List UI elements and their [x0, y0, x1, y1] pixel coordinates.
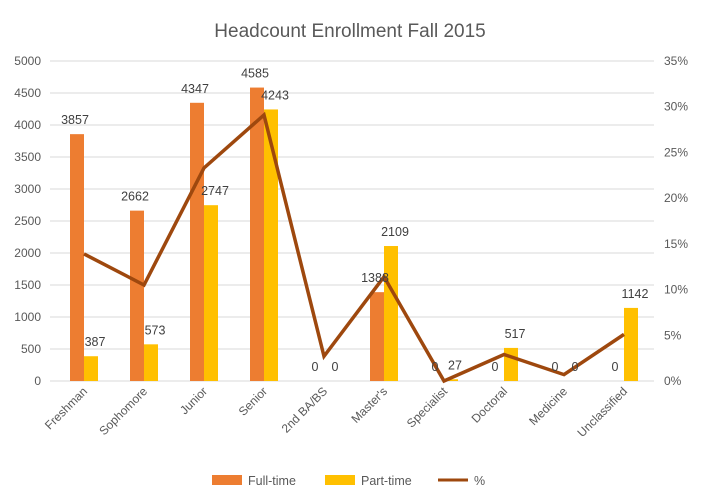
y-tick-label: 0	[34, 374, 41, 388]
y-tick-label: 2000	[14, 246, 41, 260]
x-tick-label: Sophomore	[96, 384, 150, 438]
data-label-part-time: 2747	[201, 184, 229, 198]
x-tick-label: Medicine	[526, 384, 570, 428]
data-label-part-time: 1142	[622, 287, 649, 301]
y2-tick-label: 25%	[664, 145, 688, 159]
y-tick-label: 500	[21, 342, 41, 356]
x-tick-label: Doctoral	[469, 384, 510, 425]
x-tick-label: Master's	[348, 384, 390, 426]
y2-tick-label: 10%	[664, 283, 688, 297]
y-tick-label: 4500	[14, 86, 41, 100]
data-label-full-time: 0	[432, 360, 439, 374]
legend-label: Part-time	[361, 474, 412, 488]
chart-title: Headcount Enrollment Fall 2015	[214, 21, 485, 42]
bar-part-time	[204, 205, 218, 381]
data-label-full-time: 3857	[61, 113, 89, 127]
x-tick-label: Unclassified	[574, 384, 630, 440]
legend-label: Full-time	[248, 474, 296, 488]
bar-part-time	[264, 109, 278, 381]
x-tick-label: Senior	[236, 384, 270, 418]
x-tick-label: Freshman	[42, 384, 90, 432]
data-label-full-time: 4347	[181, 82, 209, 96]
y-tick-label: 5000	[14, 54, 41, 68]
y-tick-label: 2500	[14, 214, 41, 228]
line-percent	[83, 111, 625, 384]
data-label-full-time: 1388	[361, 271, 389, 285]
bar-full-time	[70, 134, 84, 381]
data-label-part-time: 27	[448, 358, 462, 372]
data-label-full-time: 0	[312, 360, 319, 374]
data-label-full-time: 0	[612, 360, 619, 374]
data-label-part-time: 2109	[381, 225, 409, 239]
y2-tick-label: 5%	[664, 328, 682, 342]
y-tick-label: 3000	[14, 182, 41, 196]
data-label-full-time: 4585	[241, 67, 269, 81]
data-label-part-time: 517	[505, 327, 526, 341]
data-label-part-time: 0	[572, 360, 579, 374]
data-label-part-time: 4243	[261, 88, 289, 102]
bar-part-time	[444, 379, 458, 381]
y-tick-label: 4000	[14, 118, 41, 132]
y-tick-label: 3500	[14, 150, 41, 164]
x-tick-label: 2nd BA/BS	[279, 384, 330, 435]
bar-full-time	[190, 102, 204, 382]
legend-swatch-full-time	[212, 475, 242, 485]
bar-full-time	[370, 292, 384, 381]
y2-tick-label: 20%	[664, 191, 688, 205]
y2-tick-label: 30%	[664, 100, 688, 114]
data-label-part-time: 387	[85, 335, 106, 349]
data-label-full-time: 0	[552, 360, 559, 374]
y2-tick-label: 35%	[664, 54, 688, 68]
bar-part-time	[384, 246, 398, 381]
data-label-part-time: 0	[332, 360, 339, 374]
bar-full-time	[250, 87, 264, 381]
data-label-part-time: 573	[145, 323, 166, 337]
y2-tick-label: 15%	[664, 237, 688, 251]
legend-swatch-part-time	[325, 475, 355, 485]
data-label-full-time: 0	[492, 360, 499, 374]
x-tick-label: Specialist	[404, 384, 451, 431]
bar-full-time	[130, 210, 144, 381]
bar-part-time	[504, 347, 518, 381]
y-tick-label: 1000	[14, 310, 41, 324]
y-tick-label: 1500	[14, 278, 41, 292]
bar-part-time	[624, 307, 638, 381]
bar-part-time	[144, 344, 158, 381]
legend-label: %	[474, 474, 485, 488]
bar-part-time	[84, 356, 98, 381]
x-tick-label: Junior	[177, 384, 210, 417]
data-label-full-time: 2662	[121, 190, 149, 204]
y2-tick-label: 0%	[664, 374, 682, 388]
